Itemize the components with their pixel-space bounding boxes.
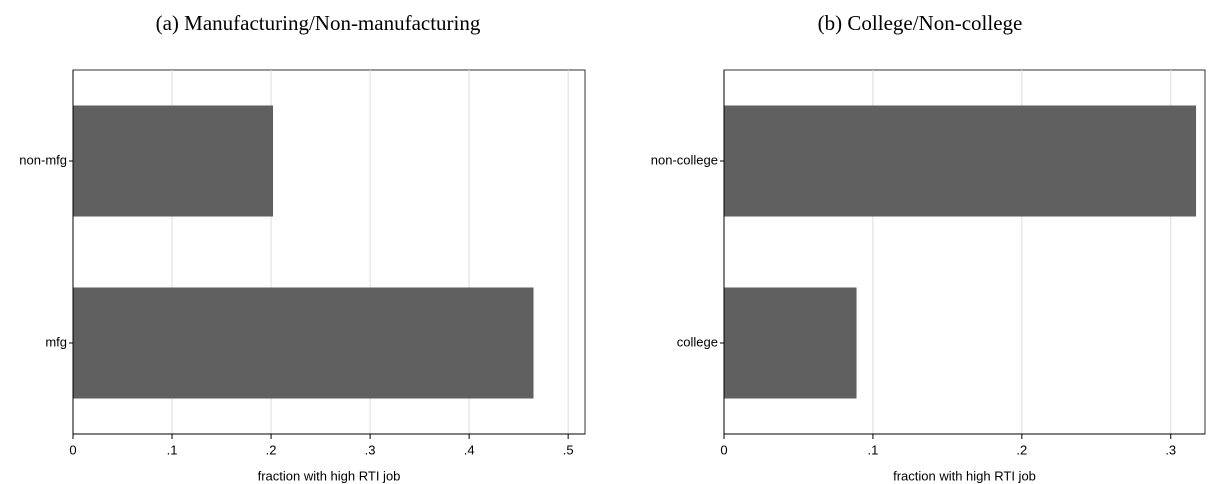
x-tick-label: .4 (464, 442, 475, 457)
bar (724, 287, 857, 399)
x-axis-label: fraction with high RTI job (258, 468, 401, 483)
y-tick-label: non-mfg (19, 152, 67, 167)
chart-title: (b) College/Non-college (818, 11, 1023, 35)
x-tick-label: .3 (365, 442, 376, 457)
y-tick-label: college (677, 334, 718, 349)
x-axis-label: fraction with high RTI job (893, 468, 1036, 483)
x-tick-label: .5 (563, 442, 574, 457)
x-tick-label: 0 (69, 442, 76, 457)
x-tick-label: .2 (266, 442, 277, 457)
bar (73, 287, 534, 399)
x-tick-label: .2 (1016, 442, 1027, 457)
x-tick-label: .1 (167, 442, 178, 457)
bar (73, 105, 274, 217)
bar (724, 105, 1197, 217)
x-tick-label: 0 (720, 442, 727, 457)
x-tick-label: .1 (867, 442, 878, 457)
x-tick-label: .3 (1165, 442, 1176, 457)
chart-title: (a) Manufacturing/Non-manufacturing (156, 11, 481, 35)
y-tick-label: mfg (45, 334, 67, 349)
y-tick-label: non-college (651, 152, 718, 167)
